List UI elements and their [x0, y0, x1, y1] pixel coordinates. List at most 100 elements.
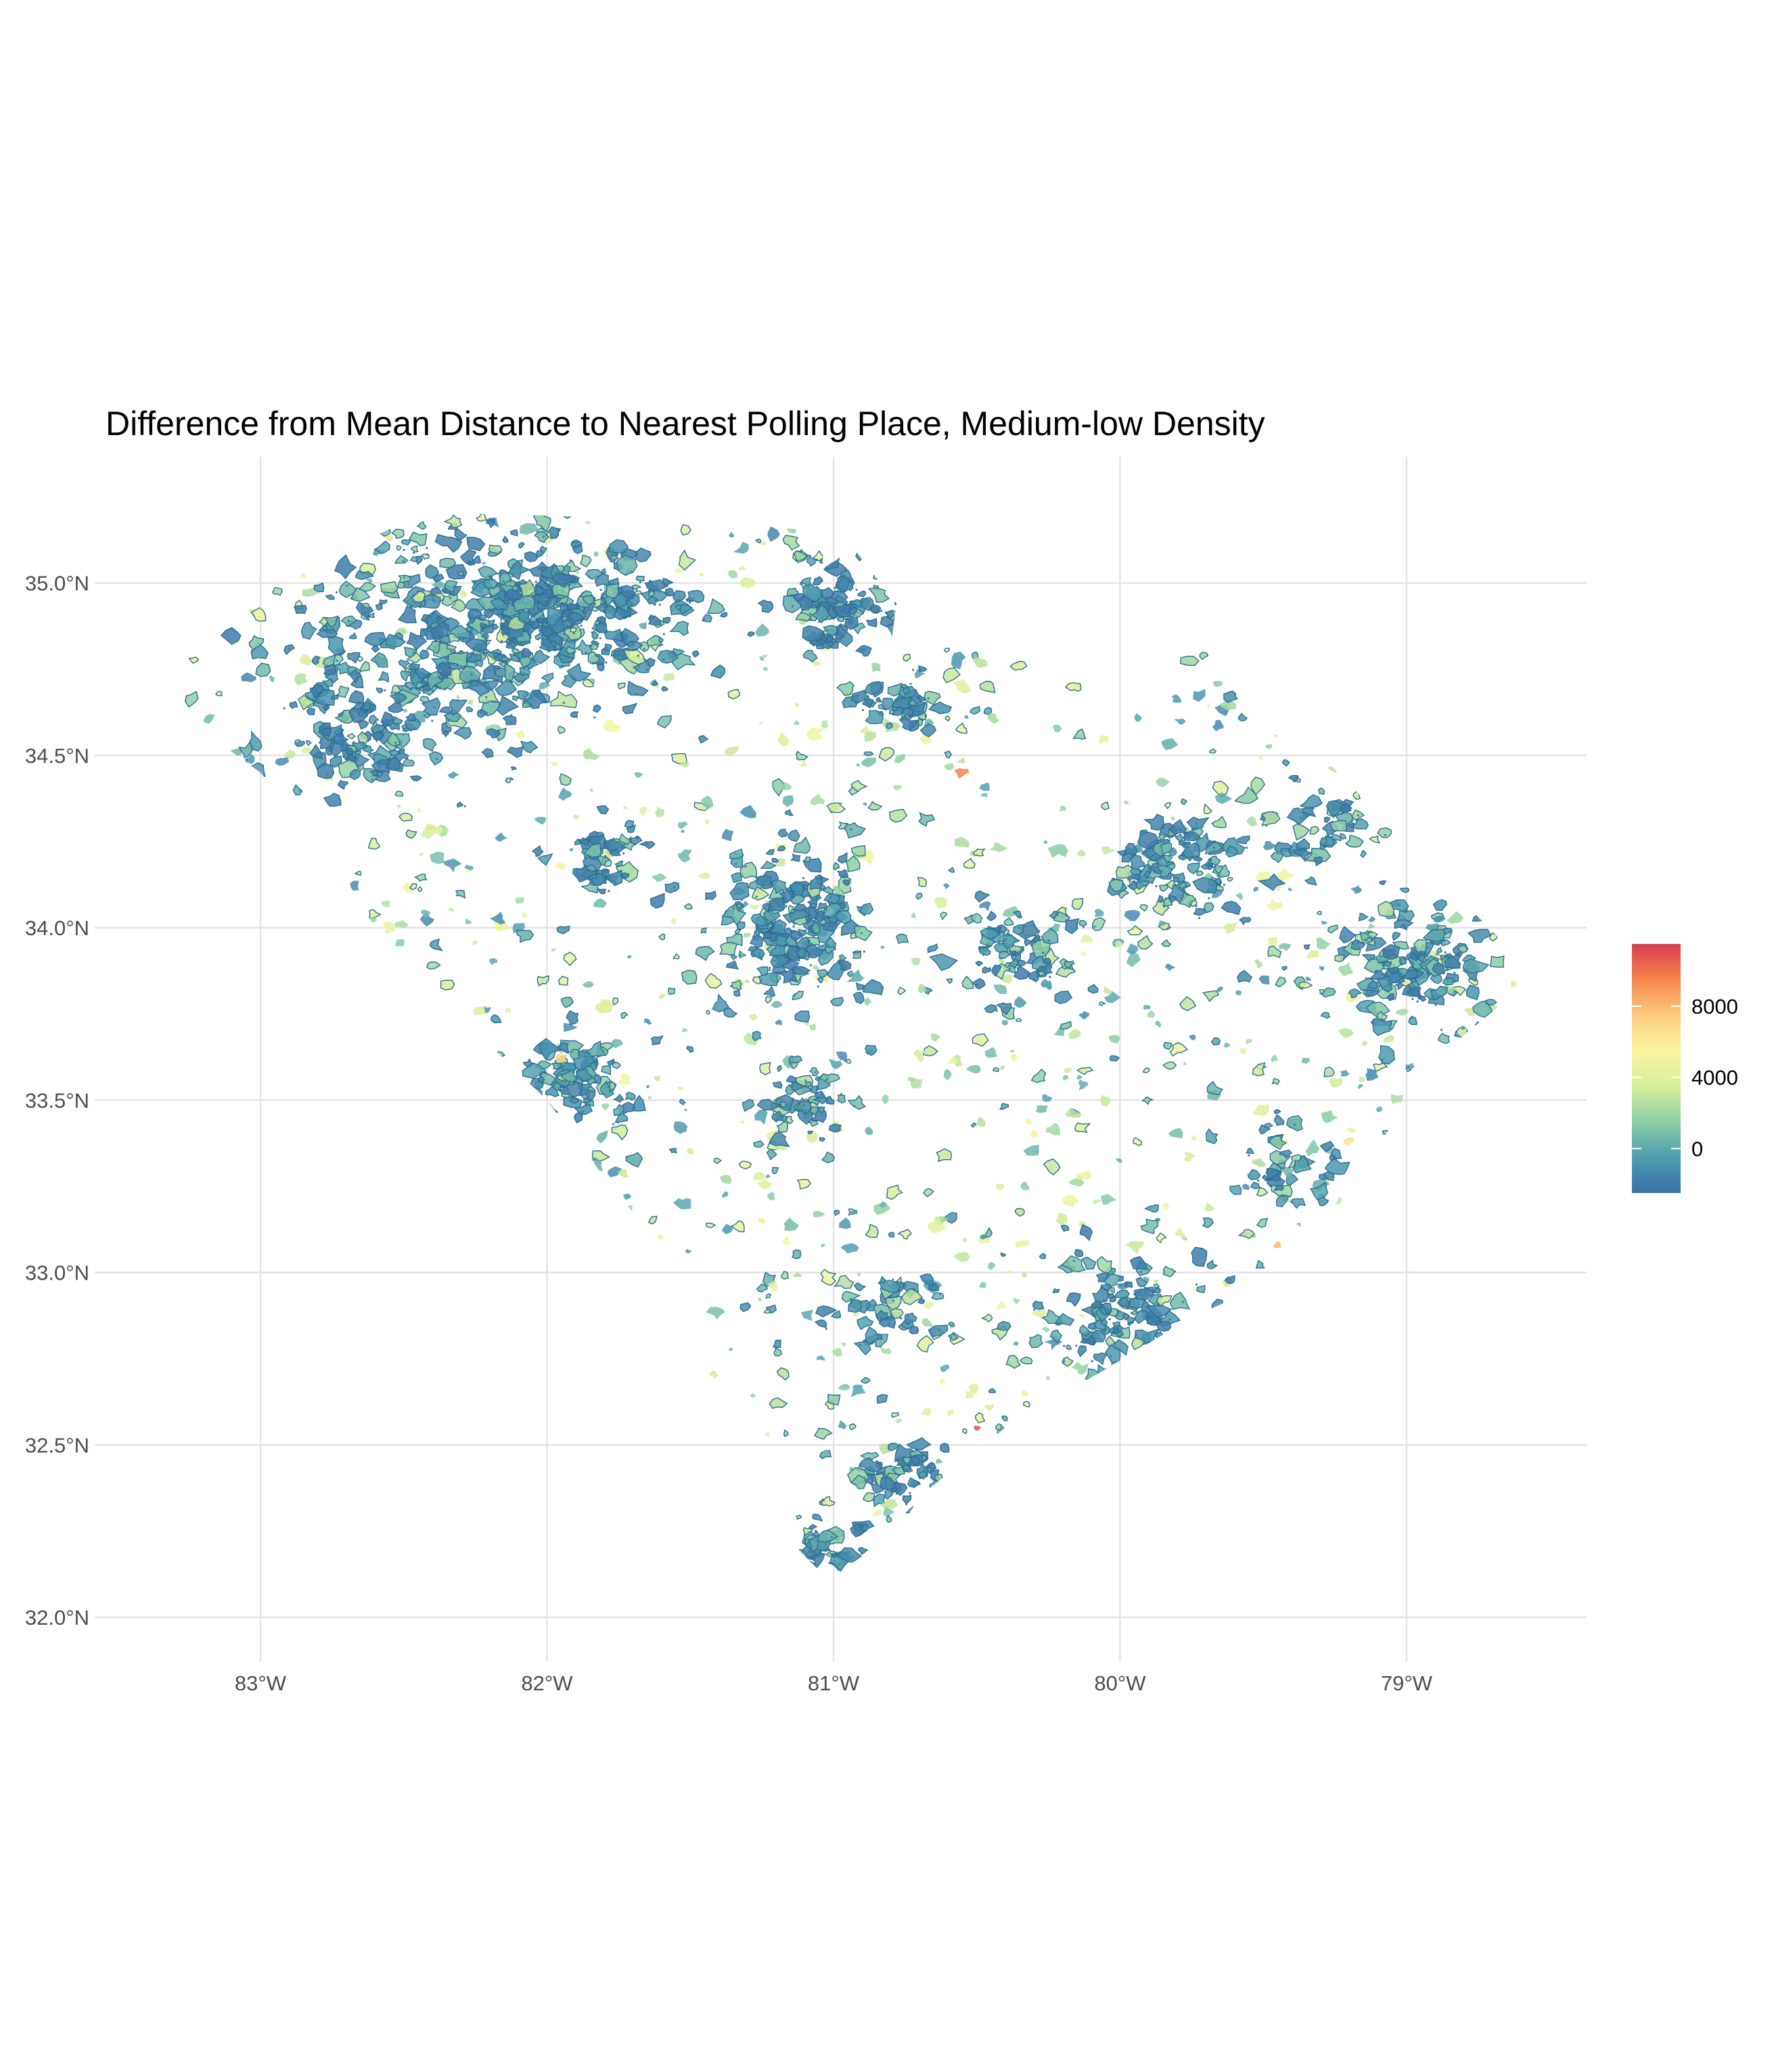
- y-tick-label: 35.0°N: [25, 572, 89, 595]
- precinct-polygon: [1319, 1140, 1335, 1153]
- precinct-polygon: [1032, 1301, 1045, 1310]
- precinct-polygon: [184, 691, 199, 708]
- precinct-dot: [604, 855, 607, 857]
- precinct-dot: [453, 593, 456, 596]
- precinct-polygon: [645, 1085, 650, 1088]
- precinct-polygon: [1125, 1240, 1144, 1255]
- precinct-polygon: [559, 773, 572, 786]
- precinct-polygon: [417, 886, 423, 893]
- precinct-polygon: [828, 1552, 838, 1558]
- precinct-dot: [622, 852, 625, 855]
- precinct-dot: [426, 547, 428, 549]
- precinct-polygon: [1134, 1328, 1160, 1346]
- precinct-polygon: [725, 960, 739, 970]
- precinct-dot: [1420, 950, 1423, 953]
- precinct-polygon: [792, 991, 804, 1001]
- precinct-dot: [1043, 1254, 1046, 1257]
- precinct-polygon: [622, 806, 629, 810]
- precinct-polygon: [1235, 892, 1243, 901]
- precinct-polygon: [505, 641, 517, 649]
- precinct-dot: [488, 669, 491, 672]
- precinct-polygon: [1153, 1283, 1160, 1289]
- precinct-polygon: [519, 656, 532, 669]
- precinct-dot: [482, 653, 485, 656]
- precinct-polygon: [490, 1014, 502, 1024]
- precinct-dot: [505, 598, 508, 601]
- precinct-polygon: [378, 671, 389, 683]
- precinct-polygon: [537, 853, 553, 866]
- precinct-polygon: [480, 633, 489, 641]
- precinct-polygon: [1342, 1203, 1354, 1219]
- precinct-polygon: [426, 640, 441, 655]
- precinct-polygon: [754, 1109, 768, 1125]
- precinct-dot: [1042, 951, 1045, 954]
- precinct-polygon: [370, 731, 384, 740]
- precinct-polygon: [534, 586, 545, 595]
- precinct-polygon: [709, 1370, 719, 1378]
- precinct-polygon: [1489, 955, 1505, 968]
- precinct-polygon: [807, 1130, 813, 1135]
- precinct-polygon: [1325, 800, 1347, 819]
- precinct-polygon: [355, 570, 374, 581]
- precinct-polygon: [838, 1384, 850, 1391]
- precinct-polygon: [857, 1315, 874, 1330]
- precinct-polygon: [591, 630, 599, 640]
- precinct-polygon: [848, 1299, 862, 1313]
- precinct-polygon: [861, 757, 877, 767]
- precinct-polygon: [1303, 944, 1311, 950]
- precinct-dot: [1405, 928, 1408, 930]
- precinct-polygon: [294, 604, 307, 614]
- precinct-polygon: [375, 602, 383, 610]
- precinct-polygon: [1019, 1356, 1033, 1365]
- precinct-polygon: [1213, 681, 1223, 687]
- precinct-polygon: [742, 932, 751, 938]
- legend-colorbar: [1632, 944, 1681, 1193]
- precinct-polygon: [1074, 1248, 1084, 1257]
- precinct-polygon: [884, 610, 894, 619]
- y-tick-label: 32.0°N: [25, 1606, 89, 1629]
- precinct-polygon: [955, 722, 967, 734]
- precinct-polygon: [1263, 840, 1277, 851]
- precinct-polygon: [614, 1113, 629, 1123]
- precinct-polygon: [1079, 1223, 1093, 1242]
- precinct-polygon: [423, 593, 441, 609]
- precinct-polygon: [490, 598, 509, 611]
- precinct-polygon: [823, 1449, 829, 1454]
- precinct-dot: [1130, 1311, 1133, 1314]
- precinct-polygon: [893, 784, 903, 791]
- precinct-polygon: [557, 725, 566, 734]
- precinct-dot: [468, 561, 471, 564]
- precinct-dot: [348, 748, 350, 750]
- precinct-dot: [422, 692, 426, 694]
- precinct-polygon: [465, 918, 472, 925]
- precinct-polygon: [984, 1403, 995, 1412]
- precinct-dot: [840, 968, 842, 970]
- precinct-polygon: [654, 1075, 661, 1082]
- precinct-polygon: [771, 1110, 784, 1122]
- precinct-polygon: [1103, 991, 1121, 1004]
- precinct-dot: [250, 650, 253, 652]
- precinct-polygon: [1399, 887, 1410, 893]
- precinct-polygon: [792, 966, 811, 976]
- precinct-polygon: [880, 945, 885, 950]
- precinct-dot: [580, 625, 583, 627]
- precinct-polygon: [465, 706, 474, 713]
- precinct-polygon: [1378, 880, 1387, 886]
- precinct-polygon: [546, 607, 564, 626]
- precinct-polygon: [639, 807, 647, 817]
- precinct-polygon: [979, 782, 990, 791]
- precinct-polygon: [1031, 934, 1041, 943]
- precinct-polygon: [1131, 1337, 1145, 1351]
- precinct-polygon: [779, 1101, 787, 1108]
- precinct-polygon: [1206, 704, 1212, 708]
- precinct-dot: [773, 960, 776, 962]
- precinct-polygon: [596, 888, 608, 895]
- precinct-polygon: [782, 795, 794, 807]
- precinct-dot: [346, 584, 348, 587]
- precinct-polygon: [739, 805, 756, 819]
- precinct-polygon: [1108, 1035, 1121, 1044]
- precinct-dot: [1139, 1271, 1142, 1274]
- precinct-polygon: [947, 866, 955, 873]
- precinct-polygon: [772, 778, 785, 797]
- precinct-polygon: [376, 527, 392, 537]
